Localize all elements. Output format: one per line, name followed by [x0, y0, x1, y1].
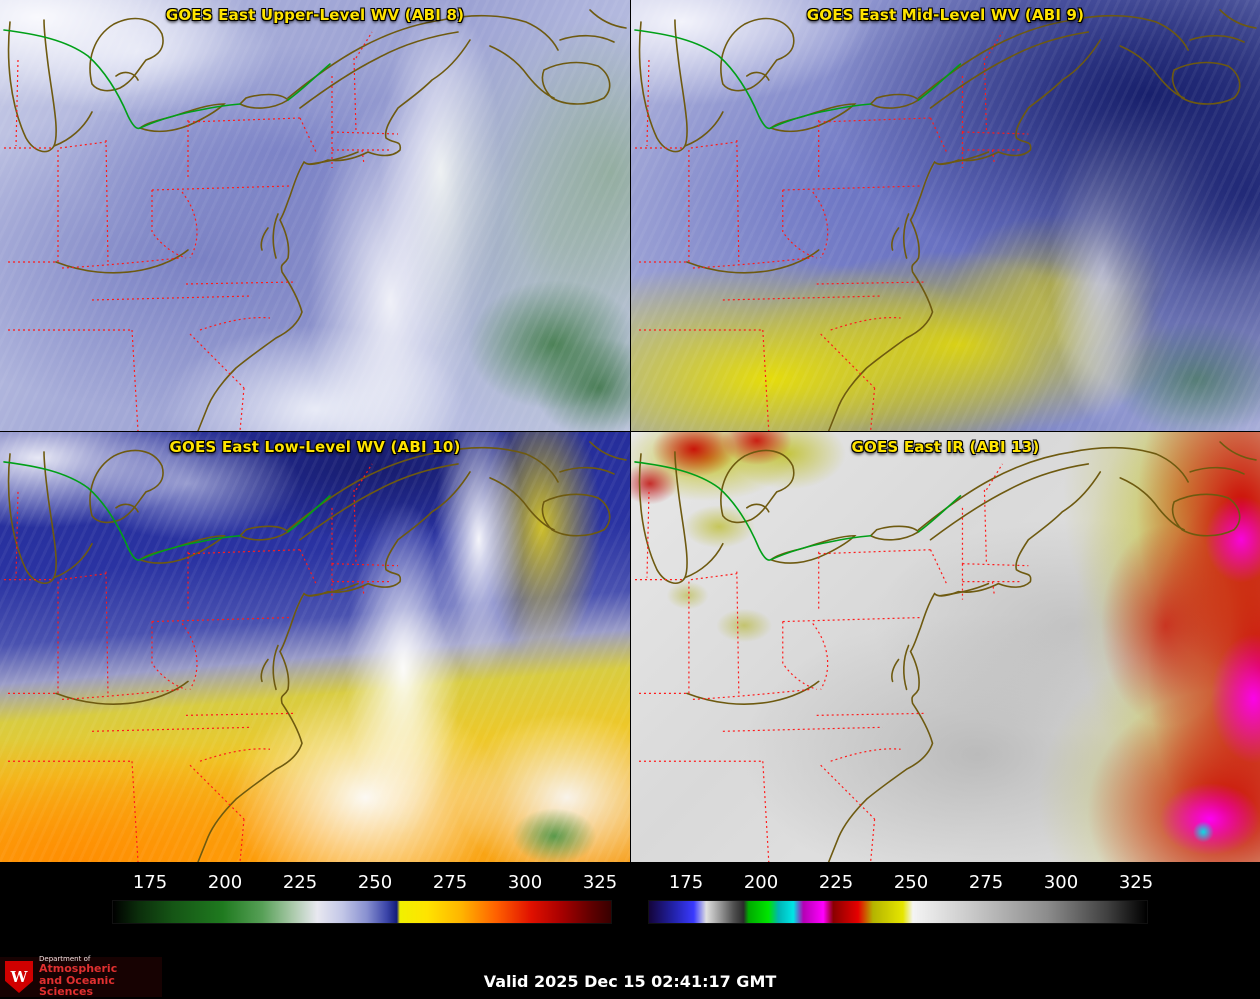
footer: W Department of Atmospheric and Oceanic …: [0, 940, 1260, 999]
panel-ir: GOES East IR (ABI 13): [630, 431, 1260, 862]
tick-label: 175: [668, 872, 704, 893]
map-boundaries-overlay: [3, 441, 627, 862]
aos-logo: W Department of Atmospheric and Oceanic …: [0, 955, 162, 999]
colorbar-row: 175 200 225 250 275 300 325 175 200 225 …: [0, 862, 1260, 940]
tick-label: 250: [357, 872, 393, 893]
panel-grid: GOES East Upper-Level WV (ABI 8) GOES Ea…: [0, 0, 1260, 862]
map-boundaries-overlay: [3, 9, 627, 431]
colorbar-ir-gradient: [648, 900, 1148, 924]
logo-text: Department of Atmospheric and Oceanic Sc…: [39, 955, 157, 999]
tick-label: 300: [1043, 872, 1079, 893]
tick-label: 225: [282, 872, 318, 893]
tick-label: 250: [893, 872, 929, 893]
tick-label: 275: [432, 872, 468, 893]
panel-title-abi10: GOES East Low-Level WV (ABI 10): [169, 438, 461, 456]
tick-label: 175: [132, 872, 168, 893]
tick-label: 275: [968, 872, 1004, 893]
colorbar-wv-gradient: [112, 900, 612, 924]
satellite-imagery-abi10: [0, 432, 630, 862]
colorbar-infrared: 175 200 225 250 275 300 325: [648, 872, 1153, 924]
tick-label: 225: [818, 872, 854, 893]
tick-label: 325: [1118, 872, 1154, 893]
panel-title-abi13: GOES East IR (ABI 13): [851, 438, 1040, 456]
tick-label: 325: [582, 872, 618, 893]
panel-mid-level-wv: GOES East Mid-Level WV (ABI 9): [630, 0, 1260, 431]
panel-upper-level-wv: GOES East Upper-Level WV (ABI 8): [0, 0, 630, 431]
logo-name-line2: and Oceanic Sciences: [39, 973, 115, 999]
panel-low-level-wv: GOES East Low-Level WV (ABI 10): [0, 431, 630, 862]
panel-title-abi8: GOES East Upper-Level WV (ABI 8): [165, 6, 465, 24]
tick-label: 300: [507, 872, 543, 893]
valid-time-label: Valid 2025 Dec 15 02:41:17 GMT: [483, 972, 777, 991]
colorbar-water-vapor: 175 200 225 250 275 300 325: [112, 872, 617, 924]
colorbar-wv-tick-labels: 175 200 225 250 275 300 325: [112, 872, 617, 898]
tick-label: 200: [207, 872, 243, 893]
map-boundaries-overlay: [634, 441, 1257, 862]
panel-title-abi9: GOES East Mid-Level WV (ABI 9): [806, 6, 1085, 24]
logo-dept-line: Department of: [39, 955, 91, 964]
uw-crest-icon: W: [5, 961, 33, 993]
map-boundaries-overlay: [634, 9, 1257, 431]
tick-label: 200: [743, 872, 779, 893]
colorbar-ir-tick-labels: 175 200 225 250 275 300 325: [648, 872, 1153, 898]
logo-name-line1: Atmospheric: [39, 962, 118, 976]
